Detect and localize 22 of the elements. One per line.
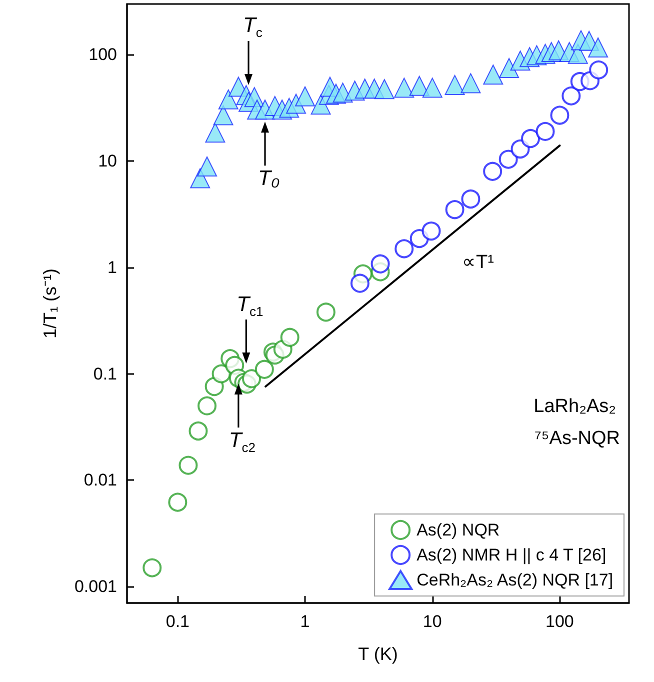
annotation: LaRh₂As₂ xyxy=(534,396,616,418)
annotation: ⁷⁵As-NQR xyxy=(534,428,620,450)
annotation: T$_{c2}$ xyxy=(228,428,256,455)
y-tick-label: 10 xyxy=(98,152,117,171)
x-tick-label: 0.1 xyxy=(166,612,190,631)
x-tick-label: 1 xyxy=(300,612,310,631)
legend-label: CeRh₂As₂ As(2) NQR [17] xyxy=(416,570,614,590)
y-tick-label: 1 xyxy=(108,258,117,277)
x-tick-label: 100 xyxy=(546,612,574,631)
x-tick-label: 10 xyxy=(422,612,442,631)
x-axis-title: T (K) xyxy=(358,644,398,664)
y-axis-title: 1/T₁ (s⁻¹) xyxy=(40,268,60,339)
legend-label: As(2) NMR H || c 4 T [26] xyxy=(416,546,606,564)
annotation: T$_{c}$ xyxy=(243,14,262,40)
y-tick-label: 0.001 xyxy=(74,577,117,596)
legend-label: As(2) NQR xyxy=(416,520,500,540)
y-tick-label: 0.01 xyxy=(84,470,117,490)
y-tick-label: 100 xyxy=(88,45,117,64)
annotation: ∝T¹ xyxy=(462,251,494,274)
annotation: T₀ xyxy=(258,166,280,191)
annotation: T$_{c1}$ xyxy=(236,292,264,319)
y-tick-label: 0.1 xyxy=(93,364,117,384)
